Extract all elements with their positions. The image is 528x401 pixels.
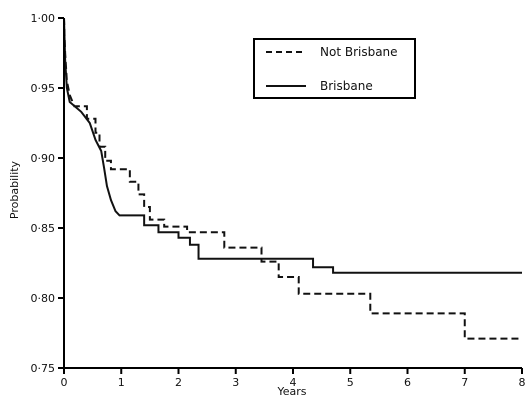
legend: Not Brisbane Brisbane [253,38,416,99]
x-tick-label: 2 [175,376,182,389]
y-axis-ticks: 0·75 0·80 0·85 0·90 0·95 1·00 [31,12,64,375]
series-line-brisbane [63,17,522,274]
x-tick-label: 0 [61,376,68,389]
x-axis-title: Years [276,385,306,398]
legend-label-brisbane: Brisbane [320,79,373,93]
x-tick-label: 1 [118,376,125,389]
y-tick-label: 1·00 [31,12,56,25]
series-line-not-brisbane [63,17,522,340]
y-tick-label: 0·75 [31,362,56,375]
x-axis-ticks: 0 1 2 3 4 5 6 7 8 [61,368,526,389]
x-tick-label: 6 [404,376,411,389]
y-axis-title: Probability [8,160,21,219]
y-tick-label: 0·85 [31,222,56,235]
x-tick-label: 8 [519,376,526,389]
x-tick-label: 3 [232,376,239,389]
series-layer [63,17,522,340]
x-tick-label: 5 [347,376,354,389]
y-tick-label: 0·95 [31,82,56,95]
y-tick-label: 0·90 [31,152,56,165]
legend-label-not-brisbane: Not Brisbane [320,45,398,59]
y-tick-label: 0·80 [31,292,56,305]
x-tick-label: 7 [461,376,468,389]
legend-box [253,38,416,99]
x-tick-label: 4 [290,376,297,389]
